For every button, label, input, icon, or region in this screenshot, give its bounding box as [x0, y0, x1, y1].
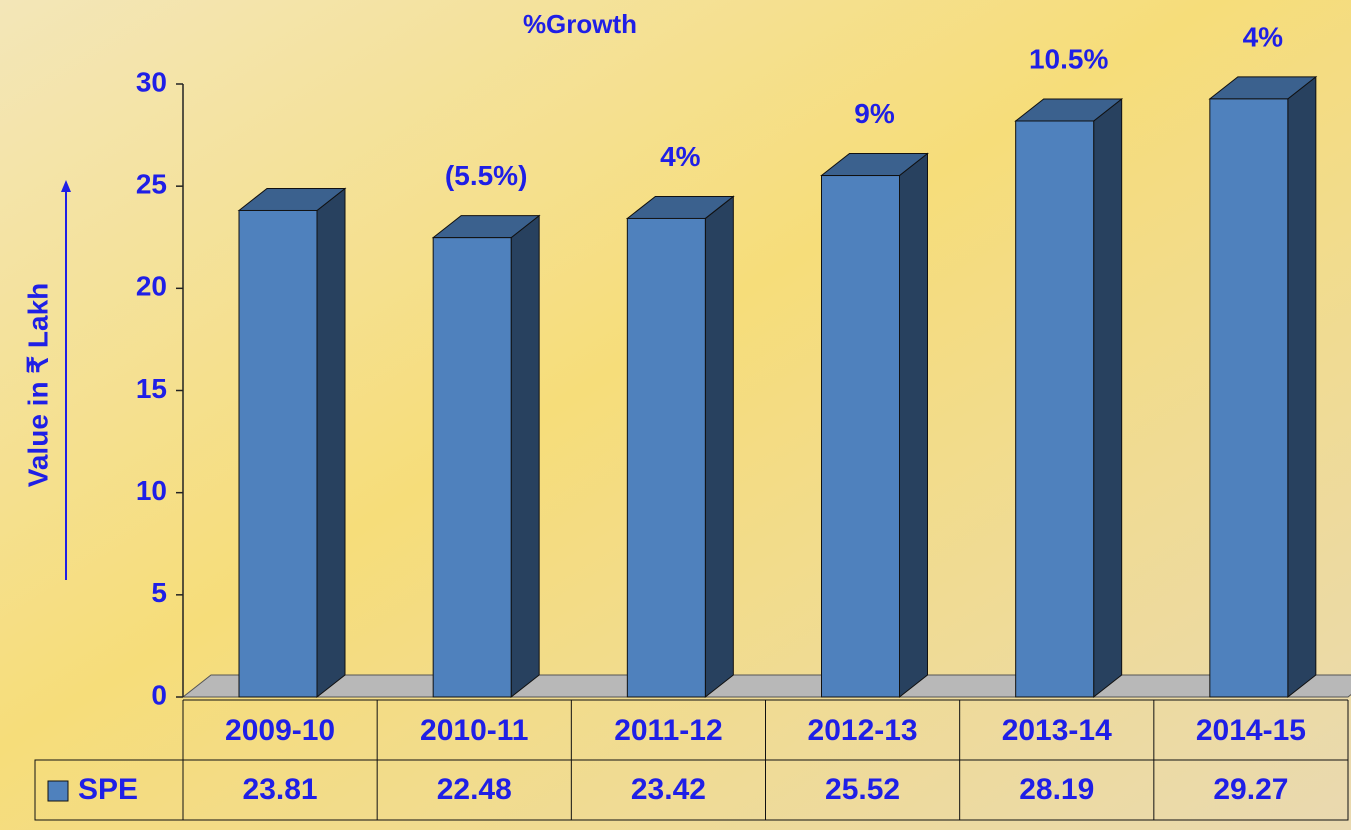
x-tick-label: 2013-14: [1002, 714, 1112, 747]
bar-side: [704, 195, 734, 699]
bar-side: [1287, 75, 1317, 699]
x-tick-label: 2010-11: [420, 714, 528, 747]
growth-label: 4%: [1243, 21, 1284, 52]
legend-swatch: [47, 780, 69, 802]
table-value: 25.52: [825, 773, 900, 806]
table-value: 29.27: [1213, 773, 1288, 806]
axis-arrow-head: [61, 180, 71, 192]
x-tick-label: 2009-10: [225, 714, 335, 747]
table-value: 22.48: [437, 773, 512, 806]
chart-title: %Growth: [523, 9, 637, 39]
y-tick-label: 30: [136, 66, 167, 97]
growth-label: 9%: [854, 98, 895, 129]
bar-side: [899, 152, 928, 699]
bar: [1015, 120, 1095, 698]
growth-label: 10.5%: [1029, 43, 1108, 74]
table-value: 28.19: [1019, 773, 1094, 806]
growth-label: (5.5%): [445, 160, 527, 191]
table-value: 23.42: [631, 773, 706, 806]
bar-side: [510, 214, 540, 699]
x-tick-label: 2012-13: [808, 714, 918, 747]
table-cell: [34, 759, 1349, 821]
x-tick-label: 2011-12: [614, 714, 722, 747]
bar-side: [1093, 97, 1123, 699]
growth-label: 4%: [660, 141, 701, 172]
y-tick-label: 20: [136, 271, 167, 302]
bar: [1209, 98, 1289, 698]
y-tick-label: 10: [136, 475, 167, 506]
legend-label: SPE: [78, 773, 138, 806]
bar: [238, 209, 318, 698]
x-tick-label: 2014-15: [1196, 714, 1306, 747]
y-tick-label: 15: [136, 373, 167, 404]
bar-side: [316, 187, 346, 699]
y-tick-label: 5: [151, 577, 167, 608]
bar: [432, 237, 512, 698]
y-tick-label: 25: [136, 169, 167, 200]
table-value: 23.81: [243, 773, 318, 806]
bar: [626, 217, 706, 698]
y-axis-label: Value in ₹ Lakh: [22, 283, 53, 488]
bar: [821, 175, 900, 698]
floor: [181, 674, 1351, 698]
y-tick-label: 0: [151, 679, 167, 710]
